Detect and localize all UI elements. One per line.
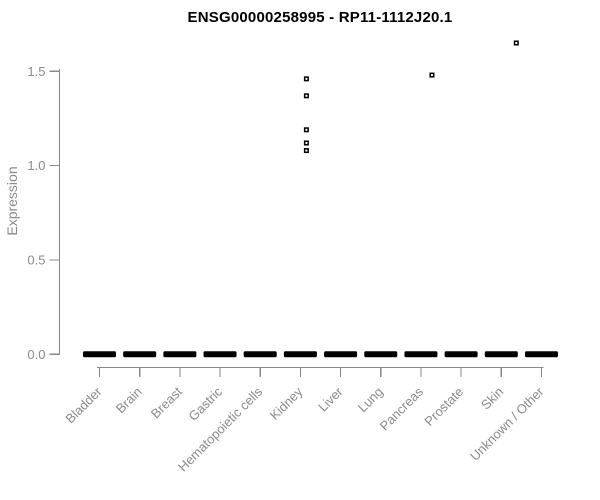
y-tick-label: 1.0 bbox=[27, 158, 45, 173]
zero-cluster-dash bbox=[283, 351, 317, 358]
x-tick-label: Gastric bbox=[185, 384, 225, 424]
zero-cluster-dash bbox=[324, 351, 358, 358]
data-point-marker-center bbox=[305, 149, 308, 152]
zero-cluster-dash bbox=[404, 351, 438, 358]
y-axis-title: Expression bbox=[4, 166, 20, 236]
zero-cluster-dash bbox=[484, 351, 518, 358]
data-point-marker-center bbox=[305, 141, 308, 144]
zero-cluster-dash bbox=[123, 351, 157, 358]
x-tick-label: Unknown / Other bbox=[467, 384, 547, 464]
x-tick-label: Brain bbox=[113, 384, 145, 416]
x-tick-label: Skin bbox=[478, 384, 506, 412]
x-tick-label: Breast bbox=[148, 384, 185, 421]
y-axis-title-wrap: Expression bbox=[4, 141, 22, 261]
data-point-marker-center bbox=[515, 41, 518, 44]
zero-cluster-dash bbox=[83, 351, 116, 358]
x-tick-label: Prostate bbox=[421, 384, 466, 429]
x-tick-label: Bladder bbox=[62, 384, 105, 427]
zero-cluster-dash bbox=[163, 351, 197, 358]
x-tick-label: Lung bbox=[355, 384, 386, 415]
x-tick-label: Liver bbox=[315, 384, 346, 415]
zero-cluster-dash bbox=[524, 351, 558, 358]
zero-cluster-dash bbox=[203, 351, 237, 358]
y-tick-label: 0.5 bbox=[27, 252, 45, 267]
zero-cluster-dash bbox=[444, 351, 478, 358]
zero-cluster-dash bbox=[364, 351, 398, 358]
x-tick-label: Pancreas bbox=[377, 384, 427, 434]
y-tick-label: 0.0 bbox=[27, 347, 45, 362]
x-tick-label: Kidney bbox=[267, 384, 306, 423]
data-point-marker-center bbox=[430, 74, 433, 77]
chart-title: ENSG00000258995 - RP11-1112J20.1 bbox=[187, 9, 453, 26]
data-point-marker-center bbox=[305, 94, 308, 97]
y-tick-label: 1.5 bbox=[27, 64, 45, 79]
data-point-marker-center bbox=[305, 77, 308, 80]
data-point-marker-center bbox=[305, 128, 308, 131]
zero-cluster-dash bbox=[243, 351, 277, 358]
